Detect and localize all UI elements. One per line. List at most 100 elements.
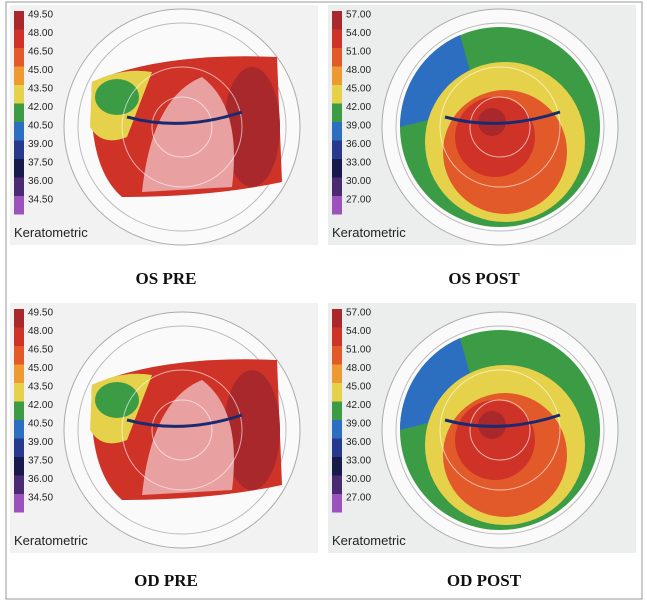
scale-swatch (14, 159, 24, 178)
scale-label: 45.00 (346, 382, 371, 393)
scale-label: 36.00 (28, 176, 53, 187)
scale-label: 36.00 (346, 437, 371, 448)
scale-label: 39.00 (28, 139, 53, 150)
scale-title: Keratometric (14, 533, 88, 548)
scale-label: 46.50 (28, 345, 53, 356)
panel-caption: OS POST (448, 269, 520, 288)
scale-swatch (14, 476, 24, 495)
scale-label: 51.00 (346, 47, 371, 58)
scale-swatch (14, 85, 24, 104)
scale-label: 48.00 (28, 326, 53, 337)
scale-swatch (332, 48, 342, 67)
scale-label: 42.00 (346, 102, 371, 113)
map-zone (95, 382, 139, 418)
scale-swatch (14, 30, 24, 49)
scale-swatch (14, 365, 24, 384)
map-panel: 57.00 54.00 51.00 48.00 45.00 42.00 39.00 36.00… (328, 303, 636, 553)
scale-swatch (332, 141, 342, 160)
scale-label: 34.50 (28, 493, 53, 504)
scale-swatch (14, 48, 24, 67)
scale-label: 40.50 (28, 419, 53, 430)
scale-swatch (14, 178, 24, 197)
scale-label: 42.00 (346, 400, 371, 411)
scale-swatch (14, 122, 24, 141)
scale-label: 42.00 (28, 102, 53, 113)
scale-label: 46.50 (28, 47, 53, 58)
scale-label: 36.00 (28, 474, 53, 485)
scale-label: 54.00 (346, 28, 371, 39)
panel-caption: OS PRE (136, 269, 197, 288)
map-panel: 57.00 54.00 51.00 48.00 45.00 42.00 39.00 36.00… (328, 5, 636, 245)
map-panel: 49.50 48.00 46.50 45.00 43.50 42.00 40.50 39.00… (10, 5, 318, 245)
scale-label: 43.50 (28, 382, 53, 393)
scale-label: 57.00 (346, 308, 371, 319)
scale-swatch (14, 104, 24, 123)
scale-label: 49.50 (28, 308, 53, 319)
scale-swatch (332, 178, 342, 197)
scale-title: Keratometric (332, 533, 406, 548)
panel-caption: OD PRE (134, 571, 198, 590)
scale-swatch (14, 420, 24, 439)
scale-swatch (332, 476, 342, 495)
scale-swatch (14, 383, 24, 402)
scale-label: 49.50 (28, 10, 53, 21)
scale-label: 33.00 (346, 456, 371, 467)
scale-swatch (14, 402, 24, 421)
map-zone (95, 79, 139, 115)
scale-label: 33.00 (346, 158, 371, 169)
scale-label: 45.00 (346, 84, 371, 95)
scale-swatch (332, 439, 342, 458)
scale-swatch (332, 402, 342, 421)
scale-swatch (14, 494, 24, 513)
scale-swatch (332, 365, 342, 384)
scale-swatch (332, 196, 342, 215)
scale-swatch (332, 494, 342, 513)
scale-label: 45.00 (28, 363, 53, 374)
scale-swatch (14, 141, 24, 160)
scale-label: 30.00 (346, 176, 371, 187)
scale-label: 36.00 (346, 139, 371, 150)
scale-swatch (14, 11, 24, 30)
scale-label: 37.50 (28, 158, 53, 169)
scale-label: 43.50 (28, 84, 53, 95)
scale-swatch (14, 457, 24, 476)
scale-swatch (332, 85, 342, 104)
scale-swatch (332, 328, 342, 347)
scale-label: 48.00 (346, 363, 371, 374)
scale-label: 42.00 (28, 400, 53, 411)
scale-label: 27.00 (346, 493, 371, 504)
scale-label: 37.50 (28, 456, 53, 467)
scale-swatch (332, 346, 342, 365)
scale-swatch (14, 309, 24, 328)
scale-label: 45.00 (28, 65, 53, 76)
scale-swatch (14, 328, 24, 347)
scale-label: 30.00 (346, 474, 371, 485)
scale-swatch (332, 383, 342, 402)
scale-swatch (14, 67, 24, 86)
scale-swatch (332, 11, 342, 30)
scale-title: Keratometric (14, 225, 88, 240)
scale-swatch (14, 346, 24, 365)
map-panel: 49.50 48.00 46.50 45.00 43.50 42.00 40.50 39.00… (10, 303, 318, 553)
scale-label: 40.50 (28, 121, 53, 132)
scale-label: 48.00 (28, 28, 53, 39)
scale-label: 51.00 (346, 345, 371, 356)
scale-label: 27.00 (346, 195, 371, 206)
scale-swatch (332, 104, 342, 123)
scale-swatch (14, 439, 24, 458)
scale-swatch (14, 196, 24, 215)
scale-swatch (332, 67, 342, 86)
scale-swatch (332, 309, 342, 328)
scale-label: 54.00 (346, 326, 371, 337)
scale-label: 39.00 (28, 437, 53, 448)
scale-label: 39.00 (346, 419, 371, 430)
scale-swatch (332, 420, 342, 439)
scale-title: Keratometric (332, 225, 406, 240)
scale-label: 48.00 (346, 65, 371, 76)
scale-swatch (332, 159, 342, 178)
scale-label: 57.00 (346, 10, 371, 21)
scale-swatch (332, 122, 342, 141)
panel-caption: OD POST (447, 571, 522, 590)
figure: 49.50 48.00 46.50 45.00 43.50 42.00 40.50 39.00… (0, 0, 647, 601)
scale-label: 39.00 (346, 121, 371, 132)
